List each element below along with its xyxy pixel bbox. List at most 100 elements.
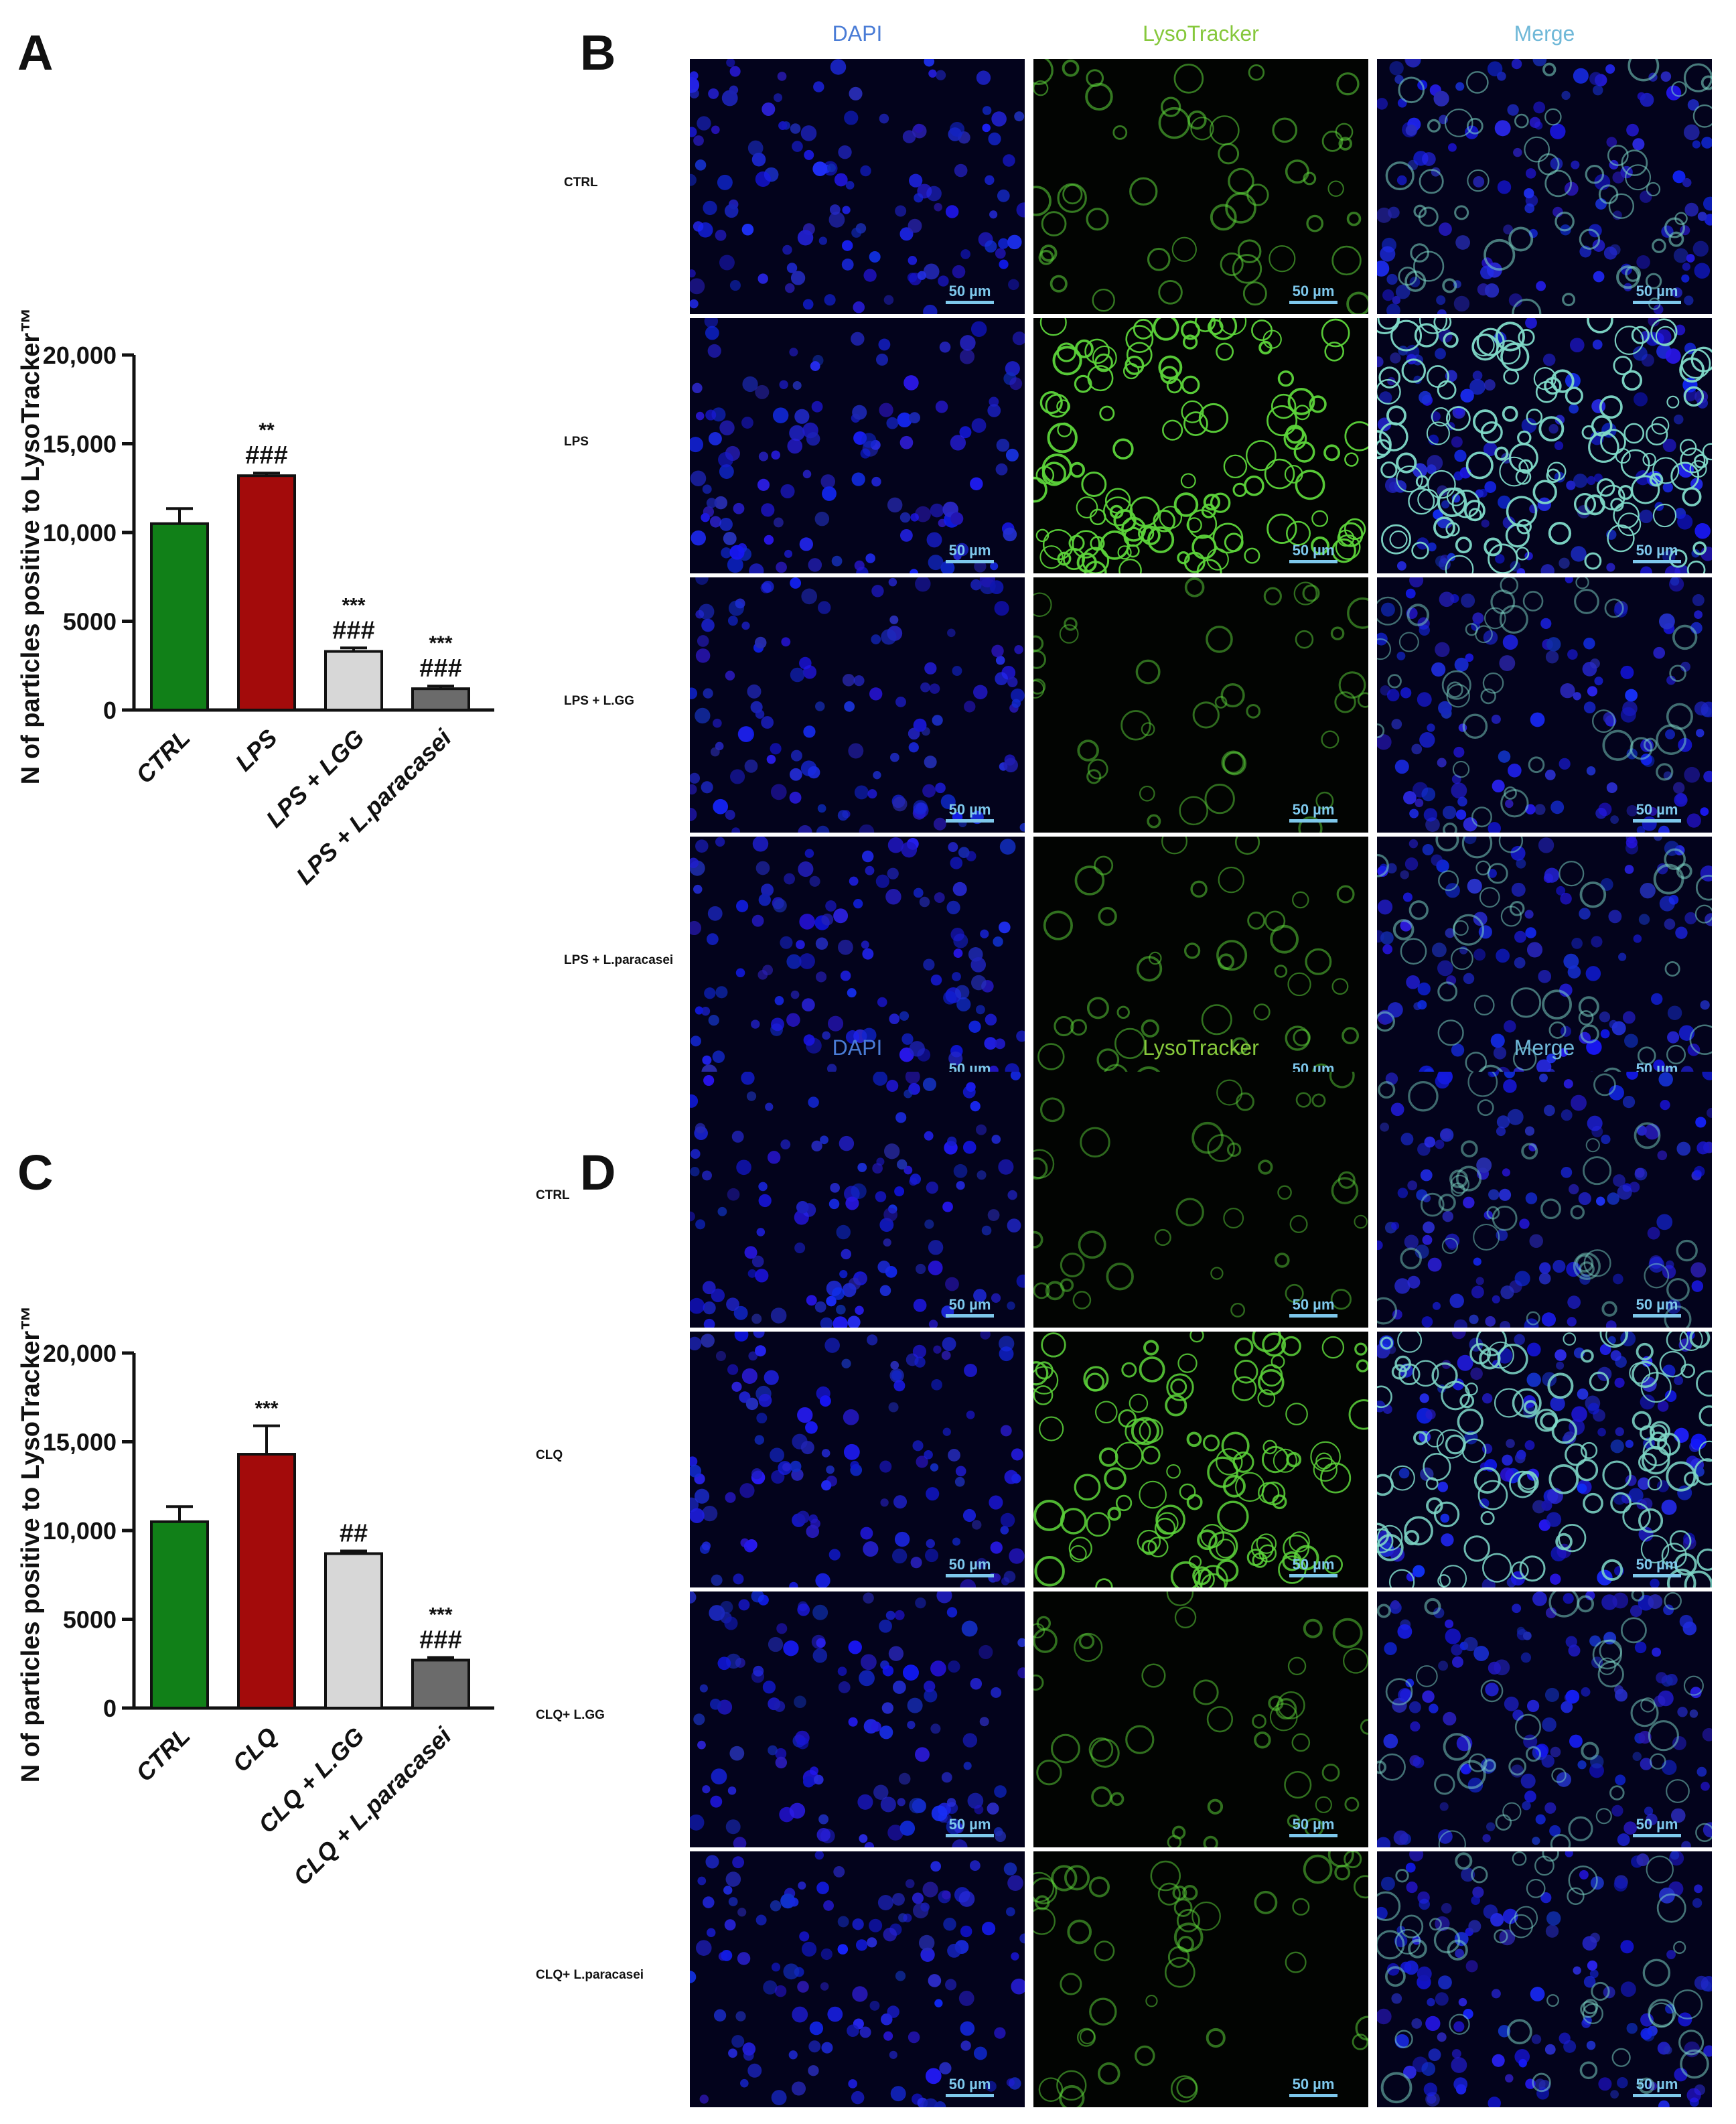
scale-bar-label: 50 µm [948, 1296, 991, 1313]
scale-bar: 50 µm [946, 543, 994, 568]
bar-chart-c: N of particles positive to LysoTracker™ 0… [17, 1305, 494, 1890]
panel-label-d: D [580, 1145, 616, 1200]
micrograph-merge: 50 µm [1377, 1591, 1712, 1847]
scale-bar: 50 µm [1633, 543, 1681, 568]
micrograph-dapi: 50 µm [690, 577, 1025, 833]
microscopy-panel-b: DAPI LysoTracker Merge CTRL 50 µm 50 µm 50 µm L… [564, 21, 1712, 1092]
y-tick-label: 5000 [63, 1606, 117, 1634]
scale-bar-label: 50 µm [1636, 1060, 1678, 1077]
micrograph-lysotracker: 50 µm [1033, 837, 1368, 1092]
significance-hash: ### [332, 616, 374, 644]
scale-bar: 50 µm [946, 1557, 994, 1582]
micrograph-merge: 50 µm [1377, 577, 1712, 833]
row-label: LPS + L.GG [564, 693, 635, 708]
y-axis-label: N of particles positive to LysoTracker™ [17, 1305, 45, 1782]
micrograph-merge: 50 µm [1377, 1851, 1712, 2107]
panel-label-a: A [17, 25, 54, 80]
panel-label-b: B [580, 25, 616, 80]
scale-bar: 50 µm [946, 1817, 994, 1842]
scale-bar-label: 50 µm [1292, 2076, 1335, 2093]
micrograph-lysotracker: 50 µm [1033, 318, 1368, 573]
scale-bar-label: 50 µm [948, 1060, 991, 1077]
scale-bar-label: 50 µm [1636, 1816, 1678, 1833]
column-header-lysotracker: LysoTracker [1143, 21, 1259, 46]
significance-stars: ** [259, 419, 275, 441]
scale-bar: 50 µm [1289, 1817, 1337, 1842]
scale-bar: 50 µm [1633, 1557, 1681, 1582]
x-tick-label: CTRL [131, 1722, 196, 1787]
column-header-dapi: DAPI [832, 21, 883, 46]
scale-bar: 50 µm [1633, 802, 1681, 827]
column-header-merge: Merge [1514, 21, 1575, 46]
y-tick-label: 20,000 [43, 342, 117, 369]
significance-stars: *** [429, 632, 452, 654]
scale-bar-label: 50 µm [1292, 542, 1335, 559]
bar-chart-a: N of particles positive to LysoTracker™ 0… [17, 307, 494, 890]
scale-bar: 50 µm [1633, 283, 1681, 309]
scale-bar-label: 50 µm [948, 542, 991, 559]
scale-bar: 50 µm [946, 2076, 994, 2102]
micrograph-dapi: 50 µm [690, 1072, 1025, 1328]
y-tick-label: 0 [103, 1695, 117, 1722]
micrograph-lysotracker: 50 µm [1033, 1072, 1368, 1328]
y-axis-label: N of particles positive to LysoTracker™ [17, 307, 45, 784]
y-tick-label: 10,000 [43, 1517, 117, 1545]
significance-stars: *** [429, 1604, 452, 1626]
significance-stars: *** [342, 594, 365, 616]
scale-bar: 50 µm [1289, 543, 1337, 568]
scale-bar: 50 µm [946, 1297, 994, 1322]
bar [237, 1453, 296, 1710]
bar [411, 1658, 470, 1710]
scale-bar-label: 50 µm [948, 1816, 991, 1833]
significance-hash: ## [340, 1519, 368, 1547]
scale-bar-label: 50 µm [1636, 283, 1678, 299]
bar [150, 1520, 209, 1709]
scale-bar-label: 50 µm [1292, 801, 1335, 818]
row-label: LPS [564, 434, 589, 449]
micrograph-lysotracker: 50 µm [1033, 1332, 1368, 1587]
scale-bar-label: 50 µm [948, 1556, 991, 1573]
scale-bar-label: 50 µm [1636, 1556, 1678, 1573]
scale-bar: 50 µm [946, 1061, 994, 1086]
micrograph-dapi: 50 µm [690, 1851, 1025, 2107]
scale-bar: 50 µm [1633, 1061, 1681, 1086]
significance-hash: ### [419, 654, 461, 683]
bar [237, 474, 296, 711]
scale-bar-label: 50 µm [1292, 1816, 1335, 1833]
row-label: LPS + L.paracasei [564, 952, 674, 967]
micrograph-dapi: 50 µm [690, 318, 1025, 573]
scale-bar-label: 50 µm [1636, 1296, 1678, 1313]
micrograph-dapi: 50 µm [690, 1332, 1025, 1587]
scale-bar: 50 µm [1633, 2076, 1681, 2102]
scale-bar: 50 µm [1289, 1557, 1337, 1582]
micrograph-dapi: 50 µm [690, 59, 1025, 314]
y-tick-label: 20,000 [43, 1340, 117, 1367]
scale-bar: 50 µm [946, 283, 994, 309]
micrograph-merge: 50 µm [1377, 1072, 1712, 1328]
micrograph-dapi: 50 µm [690, 837, 1025, 1092]
y-tick-label: 15,000 [43, 431, 117, 458]
micrograph-lysotracker: 50 µm [1033, 59, 1368, 314]
scale-bar: 50 µm [1633, 1297, 1681, 1322]
scale-bar-label: 50 µm [1292, 1060, 1335, 1077]
row-label: CTRL [536, 1188, 570, 1202]
significance-stars: *** [255, 1398, 278, 1420]
panel-label-c: C [17, 1145, 54, 1200]
scale-bar-label: 50 µm [948, 283, 991, 299]
bar [324, 1552, 383, 1710]
micrograph-merge: 50 µm [1377, 318, 1712, 573]
micrograph-merge: 50 µm [1377, 837, 1712, 1092]
micrograph-dapi: 50 µm [690, 1591, 1025, 1847]
scale-bar: 50 µm [1633, 1817, 1681, 1842]
significance-hash: ### [419, 1626, 461, 1654]
scale-bar: 50 µm [1289, 2076, 1337, 2102]
scale-bar-label: 50 µm [1636, 542, 1678, 559]
significance-hash: ### [245, 441, 287, 470]
scale-bar-label: 50 µm [1292, 283, 1335, 299]
scale-bar: 50 µm [1289, 802, 1337, 827]
scale-bar: 50 µm [1289, 283, 1337, 309]
scale-bar-label: 50 µm [948, 2076, 991, 2093]
scale-bar-label: 50 µm [1292, 1556, 1335, 1573]
micrograph-lysotracker: 50 µm [1033, 1591, 1368, 1847]
scale-bar-label: 50 µm [948, 801, 991, 818]
